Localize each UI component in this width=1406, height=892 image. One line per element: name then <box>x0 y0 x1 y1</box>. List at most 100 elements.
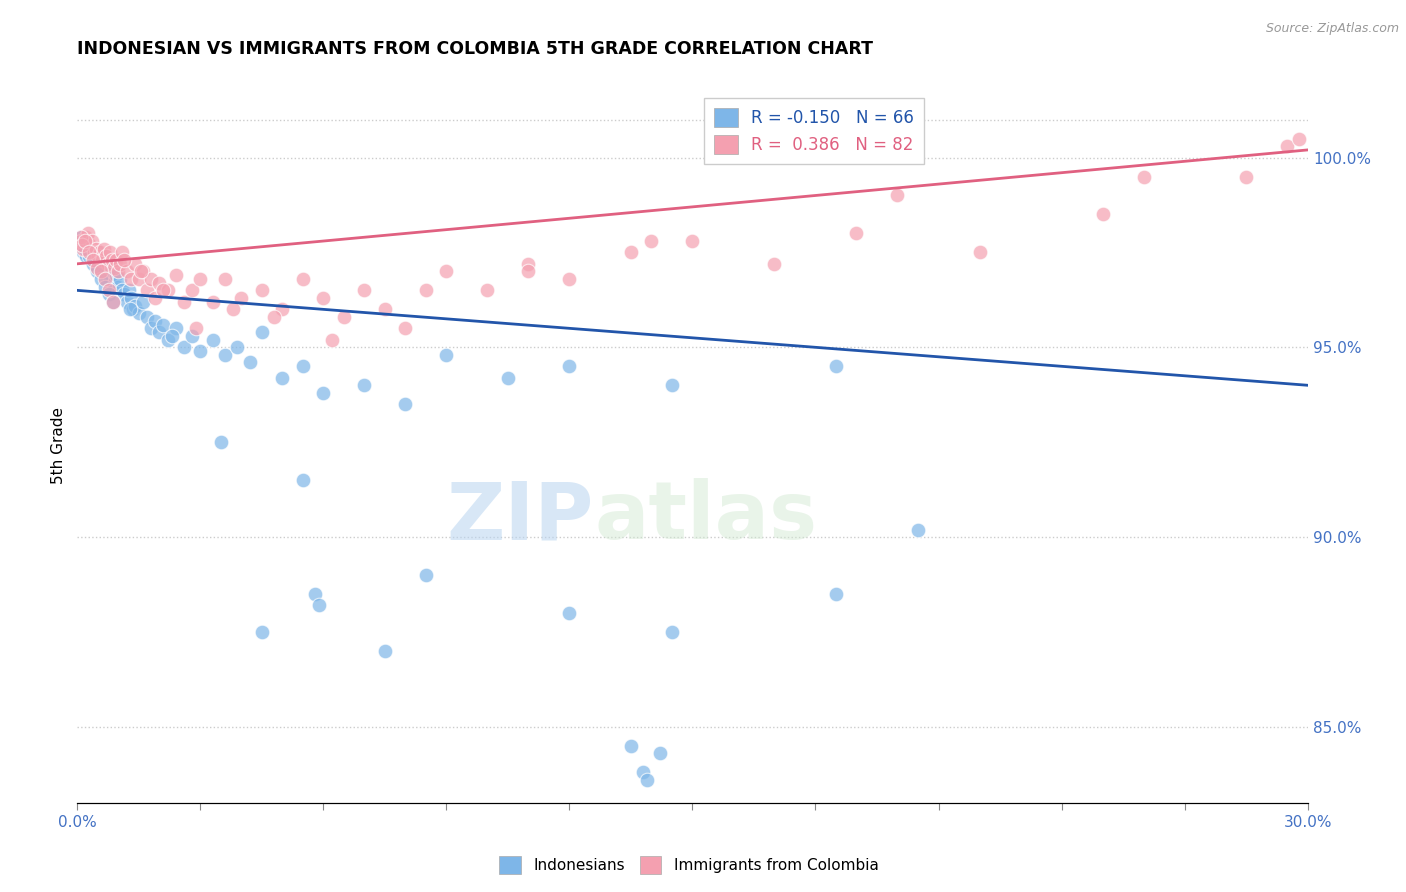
Point <box>321 333 343 347</box>
Point <box>75 230 97 244</box>
Point <box>263 310 285 324</box>
Point <box>214 348 236 362</box>
Point <box>136 284 159 298</box>
Point <box>70 237 93 252</box>
Point <box>128 272 150 286</box>
Point <box>271 302 294 317</box>
Point <box>969 245 991 260</box>
Point <box>156 284 179 298</box>
Point <box>291 473 314 487</box>
Point <box>94 268 117 283</box>
Point <box>558 359 581 374</box>
Point <box>845 227 868 241</box>
Point <box>173 294 195 309</box>
Point <box>633 765 655 780</box>
Point <box>436 264 458 278</box>
Point <box>165 321 187 335</box>
Point <box>394 321 416 335</box>
Point <box>517 264 540 278</box>
Point <box>188 272 212 286</box>
Point <box>90 252 114 267</box>
Point <box>86 260 108 275</box>
Point <box>107 264 129 278</box>
Point <box>239 355 262 369</box>
Point <box>308 599 330 613</box>
Point <box>80 234 103 248</box>
Point <box>101 252 124 267</box>
Point <box>436 348 458 362</box>
Point <box>477 284 499 298</box>
Point <box>121 302 143 317</box>
Point <box>136 310 159 324</box>
Point <box>1234 169 1257 184</box>
Point <box>312 385 335 400</box>
Point <box>304 587 326 601</box>
Point <box>105 268 128 283</box>
Point <box>80 252 103 267</box>
Point <box>115 264 138 278</box>
Point <box>222 302 245 317</box>
Point <box>374 644 396 658</box>
Point <box>77 249 100 263</box>
Point <box>77 245 100 260</box>
Point <box>73 234 96 248</box>
Point <box>214 272 236 286</box>
Y-axis label: 5th Grade: 5th Grade <box>51 408 66 484</box>
Point <box>110 257 132 271</box>
Point <box>83 245 105 260</box>
Point <box>143 291 166 305</box>
Point <box>312 291 335 305</box>
Point <box>661 378 683 392</box>
Point <box>118 302 141 317</box>
Point <box>103 294 125 309</box>
Point <box>558 272 581 286</box>
Text: ZIP: ZIP <box>447 478 595 557</box>
Point <box>79 245 101 260</box>
Point <box>661 625 683 640</box>
Point <box>517 257 540 271</box>
Point <box>825 359 848 374</box>
Point <box>231 291 253 305</box>
Point <box>103 276 125 290</box>
Point <box>111 245 134 260</box>
Point <box>188 344 212 359</box>
Point <box>1275 139 1298 153</box>
Point <box>94 272 117 286</box>
Point <box>148 325 170 339</box>
Point <box>353 284 375 298</box>
Point <box>76 227 98 241</box>
Point <box>132 264 155 278</box>
Point <box>886 188 908 202</box>
Text: INDONESIAN VS IMMIGRANTS FROM COLOMBIA 5TH GRADE CORRELATION CHART: INDONESIAN VS IMMIGRANTS FROM COLOMBIA 5… <box>77 40 873 58</box>
Point <box>333 310 356 324</box>
Point <box>640 234 662 248</box>
Point <box>89 245 111 260</box>
Point <box>156 333 179 347</box>
Point <box>117 284 139 298</box>
Point <box>101 264 124 278</box>
Point <box>73 242 96 256</box>
Point <box>181 284 204 298</box>
Point <box>648 747 671 761</box>
Point <box>69 230 91 244</box>
Point <box>148 276 170 290</box>
Point <box>110 272 132 286</box>
Point <box>907 523 929 537</box>
Point <box>69 230 91 244</box>
Point <box>93 260 115 275</box>
Point <box>103 260 125 275</box>
Point <box>682 234 704 248</box>
Point <box>415 568 437 582</box>
Point <box>129 264 152 278</box>
Legend: Indonesians, Immigrants from Colombia: Indonesians, Immigrants from Colombia <box>494 850 884 880</box>
Point <box>374 302 396 317</box>
Point <box>82 252 104 267</box>
Point <box>97 257 120 271</box>
Point <box>143 314 166 328</box>
Point <box>1091 207 1114 221</box>
Point <box>165 268 187 283</box>
Point <box>152 284 174 298</box>
Point <box>93 242 115 256</box>
Point <box>160 329 183 343</box>
Point <box>89 252 111 267</box>
